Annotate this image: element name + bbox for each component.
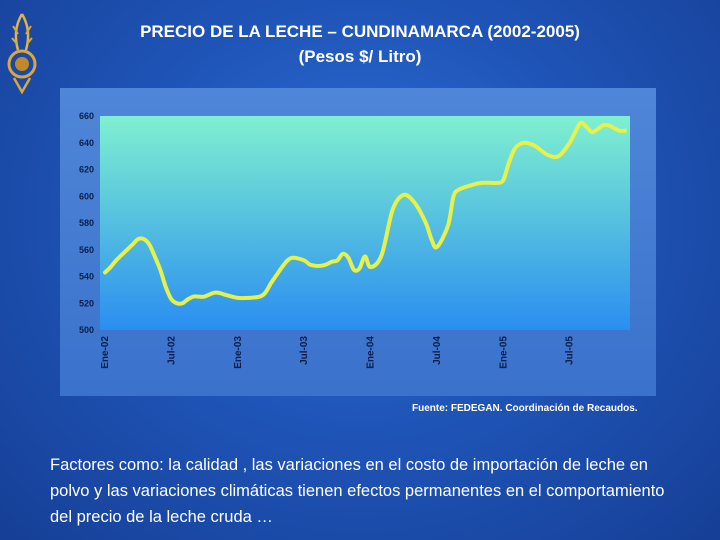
x-tick-label: Jul-02 — [166, 336, 177, 365]
x-tick-label: Ene-04 — [366, 336, 377, 369]
x-tick-label: Jul-03 — [299, 336, 310, 365]
explanatory-text: Factores como: la calidad , las variacio… — [50, 456, 665, 526]
fedegan-logo-icon — [7, 13, 37, 95]
y-tick-label: 520 — [79, 298, 94, 308]
x-tick-label: Jul-05 — [565, 336, 576, 365]
y-tick-label: 640 — [79, 138, 94, 148]
y-tick-label: 620 — [79, 165, 94, 175]
price-line-chart: 500 520 540 560 580 600 620 640 660 Ene-02 Jul-02… — [79, 111, 630, 369]
x-tick-label: Ene-05 — [498, 336, 509, 369]
chart-panel: 500 520 540 560 580 600 620 640 660 Ene-02 Jul-02… — [60, 88, 656, 396]
x-tick-label: Jul-04 — [432, 336, 443, 365]
chart-subtitle: (Pesos $/ Litro) — [298, 47, 422, 66]
y-tick-label: 580 — [79, 218, 94, 228]
y-tick-label: 560 — [79, 245, 94, 255]
y-tick-label: 600 — [79, 191, 94, 201]
x-tick-label: Ene-02 — [100, 336, 111, 369]
x-tick-label: Ene-03 — [233, 336, 244, 369]
price-series-line — [103, 120, 627, 306]
y-tick-label: 500 — [79, 325, 94, 335]
plot-area — [100, 116, 630, 330]
y-tick-label: 660 — [79, 111, 94, 121]
y-tick-label: 540 — [79, 272, 94, 282]
chart-title: PRECIO DE LA LECHE – CUNDINAMARCA (2002-… — [140, 22, 580, 41]
source-note: Fuente: FEDEGAN. Coordinación de Recaudo… — [412, 403, 638, 414]
